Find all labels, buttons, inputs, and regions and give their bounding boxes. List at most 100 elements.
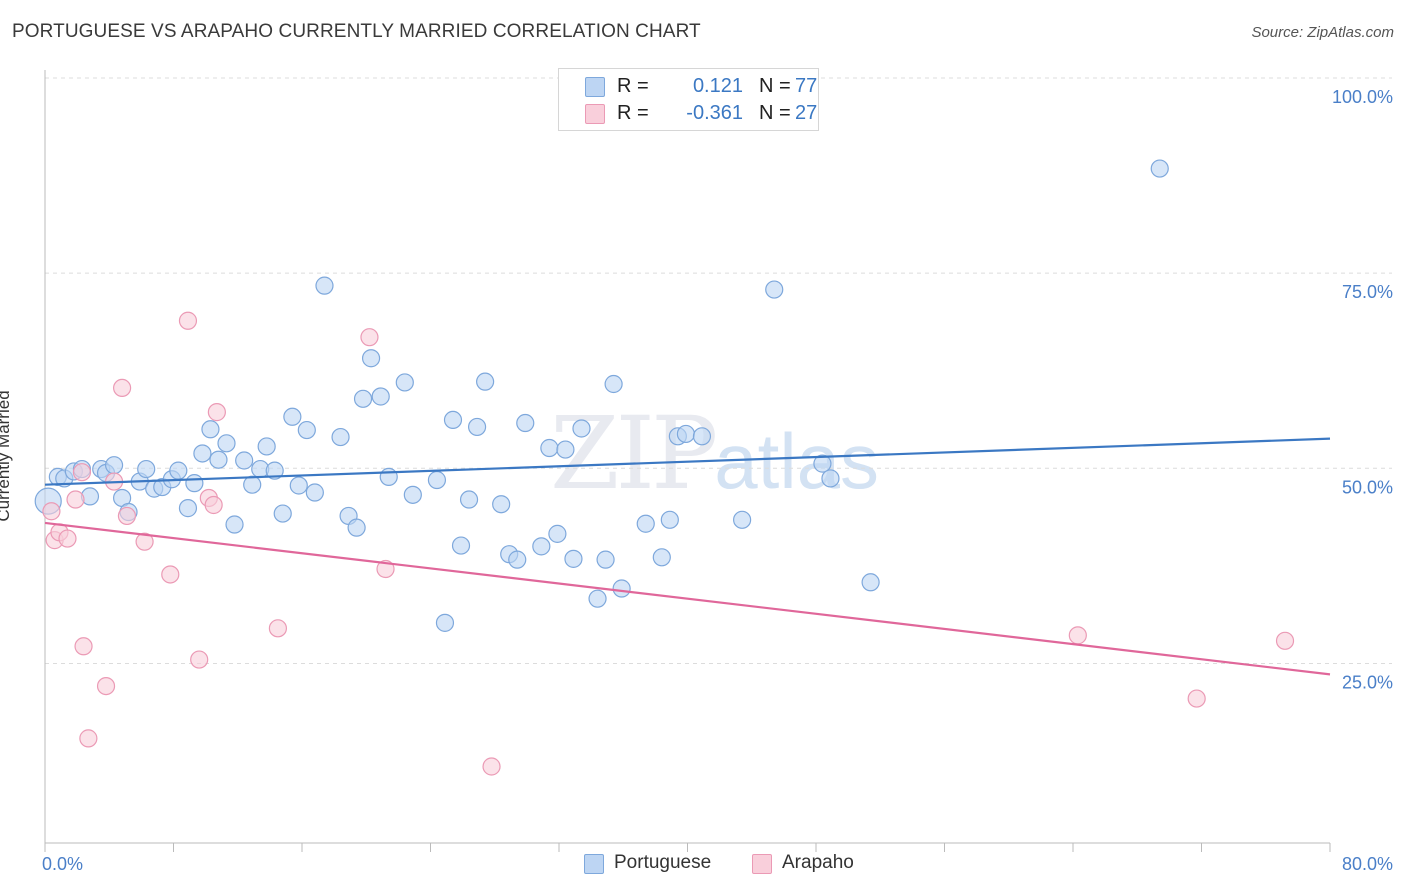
arapaho-point bbox=[1187, 689, 1206, 708]
y-axis-label: Currently Married bbox=[0, 390, 13, 522]
portuguese-point bbox=[467, 417, 487, 437]
arapaho-trend-line bbox=[44, 521, 1331, 676]
portuguese-point bbox=[273, 504, 292, 523]
portuguese-point bbox=[821, 469, 840, 488]
legend-swatch-pink bbox=[585, 104, 605, 124]
portuguese-point bbox=[225, 515, 244, 534]
arapaho-point bbox=[79, 729, 98, 748]
portuguese-point bbox=[371, 387, 390, 406]
y-tick-label: 100.0% bbox=[1332, 87, 1393, 107]
portuguese-point bbox=[1150, 159, 1169, 178]
arapaho-point bbox=[1275, 631, 1295, 650]
portuguese-point bbox=[596, 550, 615, 569]
portuguese-point bbox=[331, 427, 350, 447]
arapaho-point bbox=[178, 311, 198, 330]
source-label: Source: ZipAtlas.com bbox=[1251, 24, 1394, 41]
portuguese-point bbox=[532, 537, 551, 556]
arapaho-point bbox=[117, 506, 137, 526]
arapaho-points bbox=[42, 311, 1295, 776]
x-tick-label: 80.0% bbox=[1342, 854, 1393, 874]
portuguese-point bbox=[257, 437, 276, 456]
arapaho-point bbox=[72, 463, 92, 482]
legend-n-value: 77 bbox=[795, 75, 818, 97]
bottom-legend-label: Arapaho bbox=[782, 852, 854, 873]
portuguese-point bbox=[516, 413, 535, 433]
grid-lines bbox=[45, 77, 1392, 664]
portuguese-point bbox=[209, 450, 228, 469]
arapaho-point bbox=[96, 676, 116, 696]
bottom-legend-swatch-blue bbox=[584, 854, 604, 874]
y-tick-label: 25.0% bbox=[1342, 672, 1393, 692]
chart-title: PORTUGUESE VS ARAPAHO CURRENTLY MARRIED … bbox=[12, 21, 701, 42]
arapaho-point bbox=[161, 565, 180, 584]
portuguese-points bbox=[34, 159, 1169, 632]
arapaho-point bbox=[207, 403, 226, 422]
portuguese-point bbox=[564, 549, 583, 568]
arapaho-point bbox=[42, 502, 61, 521]
portuguese-point bbox=[451, 536, 471, 555]
portuguese-point bbox=[353, 389, 373, 408]
arapaho-point bbox=[360, 328, 379, 347]
arapaho-point bbox=[1068, 626, 1087, 645]
portuguese-point bbox=[588, 589, 607, 608]
portuguese-point bbox=[243, 475, 262, 494]
legend-swatch-blue bbox=[585, 77, 605, 97]
portuguese-point bbox=[104, 456, 124, 475]
portuguese-point bbox=[861, 573, 880, 592]
portuguese-point bbox=[733, 510, 752, 529]
arapaho-point bbox=[74, 637, 93, 656]
legend-r-value: -0.361 bbox=[686, 102, 743, 124]
portuguese-point bbox=[403, 485, 422, 504]
arapaho-point bbox=[190, 650, 209, 669]
watermark: ZIPatlas bbox=[550, 395, 879, 512]
y-tick-label: 50.0% bbox=[1342, 477, 1393, 497]
legend-n-label: N = bbox=[759, 75, 791, 97]
portuguese-point bbox=[235, 451, 254, 470]
x-tick-label: 0.0% bbox=[42, 854, 83, 874]
portuguese-point bbox=[137, 459, 156, 479]
watermark-atlas: atlas bbox=[714, 417, 880, 505]
portuguese-point bbox=[217, 434, 236, 453]
legend-n-label: N = bbox=[759, 102, 791, 124]
portuguese-point bbox=[660, 510, 679, 529]
portuguese-point bbox=[435, 613, 455, 632]
portuguese-point bbox=[508, 550, 527, 569]
portuguese-point bbox=[315, 276, 334, 295]
legend-n-value: 27 bbox=[795, 102, 818, 124]
portuguese-point bbox=[265, 461, 284, 480]
portuguese-point bbox=[652, 548, 671, 567]
portuguese-point bbox=[459, 490, 479, 509]
portuguese-point bbox=[556, 440, 575, 459]
portuguese-point bbox=[443, 410, 463, 430]
portuguese-point bbox=[283, 407, 302, 426]
arapaho-point bbox=[482, 757, 501, 776]
legend: R = 0.121 N = 77 R = -0.361 N = 27 bbox=[558, 68, 819, 131]
arapaho-point bbox=[268, 619, 288, 638]
portuguese-point bbox=[548, 524, 567, 543]
portuguese-point bbox=[379, 467, 398, 486]
legend-r-value: 0.121 bbox=[692, 75, 743, 97]
arapaho-point bbox=[112, 378, 132, 398]
portuguese-point bbox=[185, 474, 204, 493]
portuguese-point bbox=[540, 438, 559, 458]
portuguese-point bbox=[347, 518, 366, 537]
portuguese-point bbox=[297, 420, 316, 440]
arapaho-point bbox=[376, 559, 395, 579]
portuguese-point bbox=[692, 427, 712, 446]
portuguese-point bbox=[361, 349, 381, 368]
portuguese-point bbox=[604, 374, 623, 394]
portuguese-point bbox=[395, 373, 414, 392]
bottom-legend-swatch-pink bbox=[752, 854, 772, 874]
trend-lines bbox=[44, 437, 1331, 676]
portuguese-point bbox=[572, 419, 591, 438]
arapaho-point bbox=[135, 532, 154, 551]
bottom-legend-label: Portuguese bbox=[614, 852, 712, 873]
portuguese-point bbox=[765, 280, 784, 299]
portuguese-point bbox=[289, 476, 308, 495]
legend-r-label: R = bbox=[617, 102, 649, 124]
portuguese-point bbox=[636, 514, 655, 533]
portuguese-point bbox=[178, 499, 198, 518]
portuguese-point bbox=[427, 470, 447, 490]
legend-r-label: R = bbox=[617, 75, 649, 97]
